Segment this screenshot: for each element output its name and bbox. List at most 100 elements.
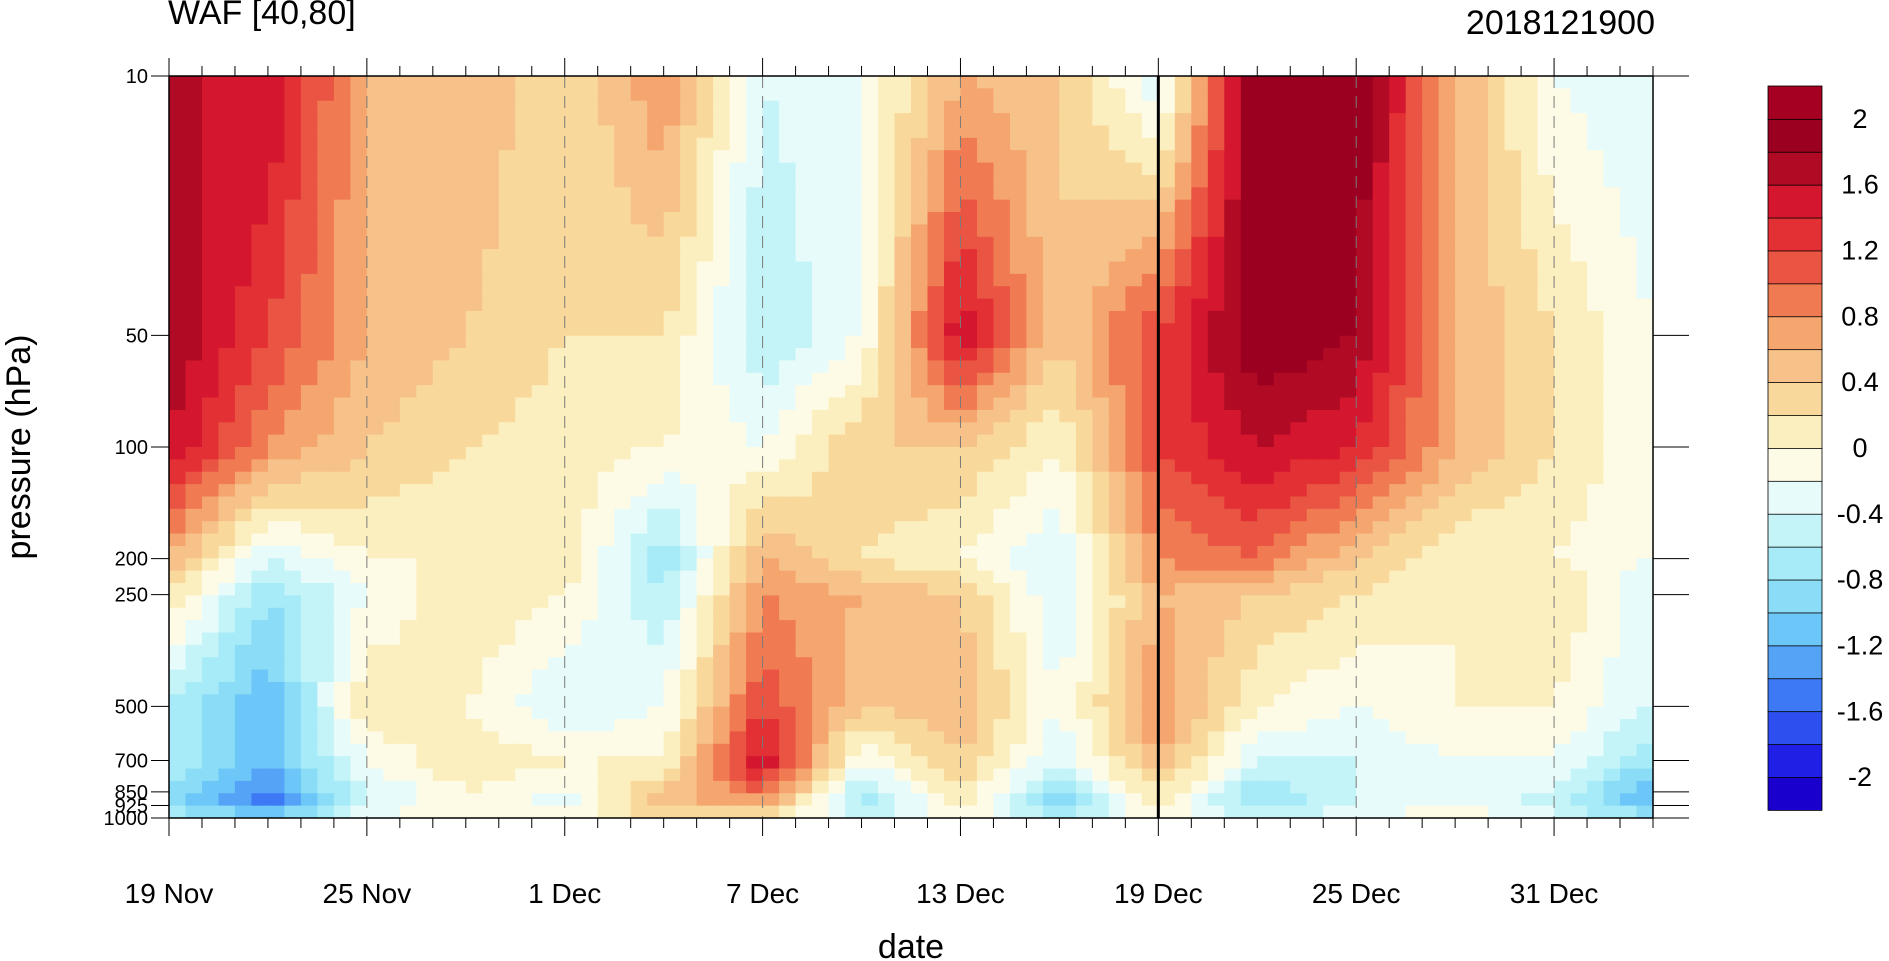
contour-cell: [1042, 607, 1060, 621]
contour-cell: [383, 298, 401, 312]
contour-cell: [1471, 447, 1489, 460]
contour-cell: [779, 88, 797, 102]
contour-cell: [267, 125, 286, 139]
contour-cell: [1389, 273, 1407, 287]
contour-cell: [548, 409, 566, 423]
contour-cell: [482, 632, 500, 646]
contour-cell: [1207, 632, 1225, 646]
contour-cell: [713, 459, 731, 473]
contour-cell: [465, 447, 483, 460]
contour-cell: [1405, 694, 1423, 708]
contour-cell: [597, 496, 615, 510]
contour-cell: [1323, 471, 1341, 485]
contour-cell: [1504, 409, 1522, 423]
contour-cell: [432, 434, 450, 448]
contour-cell: [1587, 310, 1605, 324]
contour-cell: [498, 199, 516, 213]
contour-cell: [993, 545, 1011, 559]
contour-cell: [1092, 88, 1110, 102]
contour-cell: [1471, 496, 1489, 510]
contour-cell: [581, 162, 599, 176]
contour-cell: [1174, 323, 1192, 337]
contour-cell: [1273, 644, 1291, 658]
contour-cell: [779, 471, 797, 485]
contour-cell: [251, 150, 269, 164]
contour-cell: [1009, 174, 1028, 188]
contour-cell: [1455, 100, 1473, 114]
contour-cell: [1405, 422, 1423, 436]
contour-cell: [696, 261, 714, 275]
contour-cell: [680, 409, 698, 423]
contour-cell: [366, 756, 384, 770]
contour-cell: [1273, 743, 1291, 757]
contour-cell: [943, 681, 962, 695]
contour-cell: [185, 731, 203, 745]
contour-cell: [1257, 681, 1275, 695]
contour-cell: [1125, 125, 1143, 139]
contour-cell: [185, 521, 203, 535]
contour-cell: [762, 249, 780, 263]
contour-cell: [333, 743, 351, 757]
contour-cell: [581, 212, 599, 225]
contour-cell: [350, 471, 368, 485]
contour-cell: [894, 372, 912, 386]
contour-cell: [1273, 669, 1291, 683]
contour-cell: [383, 706, 401, 720]
contour-cell: [1108, 558, 1126, 572]
contour-cell: [927, 298, 945, 312]
contour-cell: [1323, 669, 1341, 683]
contour-cell: [861, 125, 879, 139]
contour-cell: [1009, 88, 1028, 102]
contour-cell: [1257, 533, 1275, 547]
contour-cell: [696, 508, 714, 522]
contour-cell: [1207, 261, 1225, 275]
contour-cell: [713, 496, 731, 510]
contour-cell: [1059, 137, 1077, 151]
contour-cell: [1009, 162, 1028, 176]
contour-cell: [729, 76, 747, 89]
contour-cell: [366, 669, 384, 683]
contour-cell: [680, 657, 698, 671]
contour-cell: [1026, 644, 1044, 658]
contour-cell: [432, 508, 450, 522]
contour-cell: [1092, 236, 1110, 250]
contour-cell: [960, 694, 978, 708]
contour-cell: [1455, 669, 1473, 683]
contour-cell: [993, 743, 1011, 757]
contour-cell: [845, 620, 863, 634]
contour-cell: [828, 212, 846, 225]
contour-cell: [169, 484, 187, 498]
contour-cell: [432, 743, 450, 757]
contour-cell: [531, 459, 549, 473]
contour-cell: [1488, 273, 1506, 287]
contour-cell: [795, 100, 813, 114]
contour-cell: [894, 471, 912, 485]
contour-cell: [515, 224, 533, 238]
contour-cell: [416, 422, 434, 436]
contour-cell: [300, 298, 318, 312]
contour-cell: [1273, 76, 1291, 89]
contour-cell: [1108, 570, 1126, 584]
contour-cell: [1174, 150, 1192, 164]
contour-cell: [779, 434, 797, 448]
contour-cell: [300, 372, 318, 386]
contour-cell: [927, 669, 945, 683]
contour-cell: [1636, 508, 1653, 522]
contour-cell: [564, 644, 582, 658]
contour-cell: [234, 335, 253, 349]
contour-cell: [680, 743, 698, 757]
contour-cell: [1636, 447, 1653, 460]
contour-cell: [383, 657, 401, 671]
contour-cell: [614, 212, 632, 225]
contour-cell: [416, 125, 434, 139]
contour-cell: [1356, 335, 1374, 349]
contour-cell: [1405, 162, 1423, 176]
contour-cell: [1224, 706, 1242, 720]
contour-cell: [251, 447, 269, 460]
contour-cell: [416, 471, 434, 485]
contour-cell: [1422, 731, 1440, 745]
contour-cell: [1603, 719, 1621, 733]
contour-cell: [927, 719, 945, 733]
contour-cell: [812, 150, 830, 164]
contour-cell: [1207, 286, 1225, 300]
